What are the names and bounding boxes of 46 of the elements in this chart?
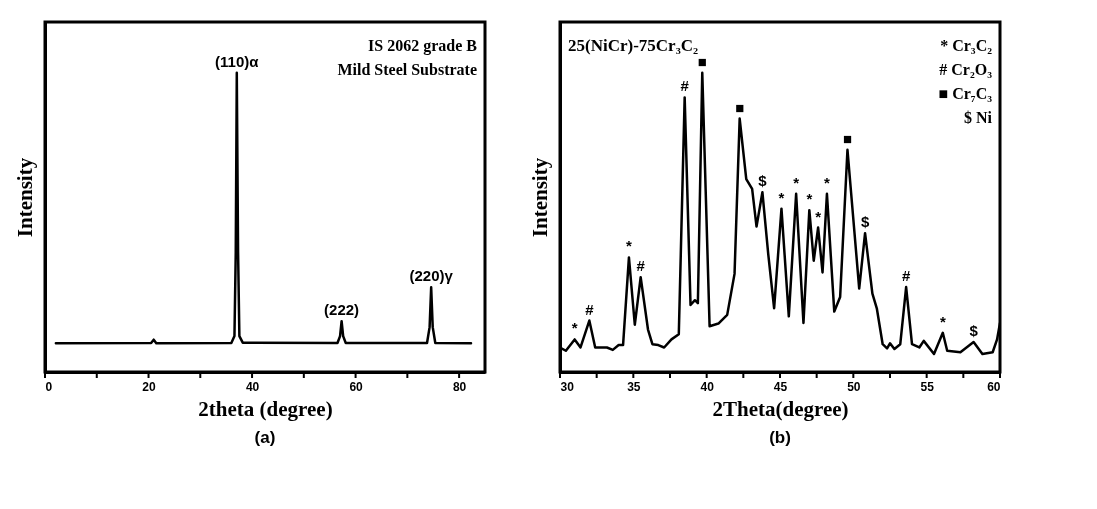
x-tick-label: 45 (773, 379, 788, 394)
annotation: * (793, 173, 800, 191)
annotation: ■ (697, 52, 707, 70)
x-tick-label: 40 (245, 379, 260, 394)
y-axis-title: Intensity (527, 157, 552, 238)
annotation: (110)α (215, 52, 260, 70)
x-tick-label: 50 (847, 379, 861, 394)
annotation: * (939, 312, 946, 330)
annotation: ■ Cr₇C₃ (938, 85, 993, 102)
x-axis-title: 2Theta(degree) (712, 396, 849, 421)
annotation: # (636, 257, 646, 275)
annotation: # (901, 267, 911, 285)
annotation: (222) (324, 301, 360, 319)
x-tick-label: 40 (700, 379, 715, 394)
annotation: * (824, 173, 831, 191)
annotation: # (680, 77, 690, 95)
annotation: $ (758, 172, 768, 190)
annotation: * (806, 190, 813, 208)
x-tick-label: 20 (142, 379, 157, 394)
annotation: * (815, 207, 822, 225)
annotation: Mild Steel Substrate (337, 61, 477, 78)
x-axis-title: 2theta (degree) (198, 396, 333, 421)
x-tick-label: 60 (987, 379, 1001, 394)
x-tick-label: 0 (45, 379, 53, 394)
text: * Cr₃C₂ (940, 37, 993, 54)
annotation: # Cr₂O₃ (939, 61, 993, 78)
annotation: $ (860, 213, 870, 231)
x-tick-label: 80 (452, 379, 467, 394)
annotation: ■ (735, 98, 745, 116)
x-tick-label: 60 (349, 379, 364, 394)
annotation: * (778, 188, 785, 206)
x-tick-label: 35 (627, 379, 641, 394)
text: (a) (254, 428, 276, 447)
annotation: * (626, 237, 633, 255)
y-axis-title: Intensity (12, 157, 37, 238)
text: (b) (769, 428, 791, 447)
text: IS 2062 grade B (368, 37, 478, 55)
chart-title: 25(NiCr)-75Cr₃C₂ (568, 36, 699, 55)
annotation: # (585, 300, 595, 318)
x-tick-label: 30 (560, 379, 575, 394)
annotation: * (571, 319, 578, 337)
x-tick-label: 55 (920, 379, 935, 394)
annotation: $ Ni (964, 109, 993, 126)
annotation: (220)γ (409, 267, 454, 285)
annotation: ■ (842, 129, 852, 147)
annotation: $ (969, 322, 979, 340)
